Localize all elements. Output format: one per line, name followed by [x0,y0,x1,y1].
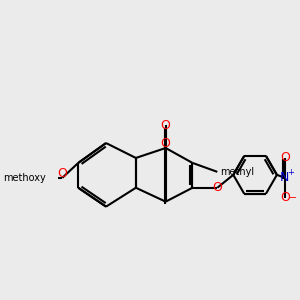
Text: −: − [289,193,297,203]
Text: methyl: methyl [220,167,255,177]
Text: O: O [280,152,290,164]
Text: O: O [280,191,290,204]
Text: O: O [161,137,171,150]
Text: methoxy: methoxy [3,173,46,183]
Text: O: O [212,181,222,194]
Text: +: + [287,168,294,177]
Text: N: N [280,171,289,184]
Text: O: O [57,167,67,180]
Text: O: O [161,119,171,132]
